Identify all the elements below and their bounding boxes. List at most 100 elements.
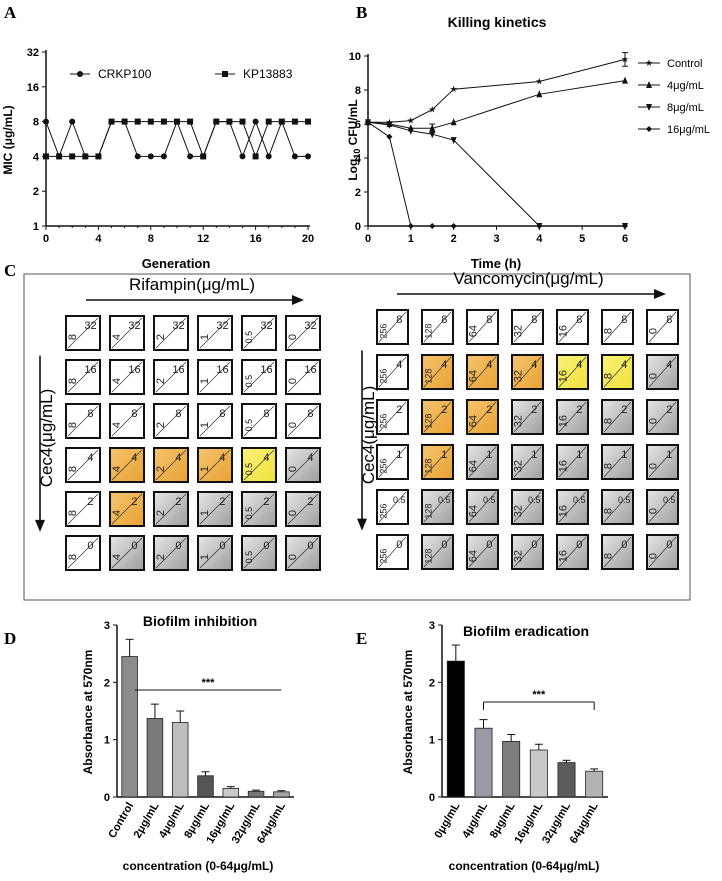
panel-letter-d: D [4,629,16,648]
checker-left-cell-diagonal [67,405,99,437]
panel-b-point [535,77,543,85]
checker-right-cell-col-value: 64 [467,550,479,562]
panel-b-series-line [367,121,625,227]
checker-left-cell-diagonal [67,493,99,525]
panel-b-legend-label: 4μg/mL [667,80,704,92]
panel-a-legend-label: KP13883 [243,67,293,81]
panel-a-point-CRKP100 [160,153,167,160]
checker-left-cell-col-value: 0.5 [244,507,254,520]
panel-d-ytick-label: 3 [104,620,110,632]
checker-left-cell-row-value: 16 [84,364,96,376]
checker-right-cell-row-value: 8 [531,314,537,326]
panel-a-point-CRKP100 [291,153,298,160]
checker-left-cell-row-value: 32 [128,320,140,332]
panel-b-point [429,124,436,132]
checker-right-cell-diagonal [423,491,452,523]
checker-left-cell-row-value: 8 [219,408,225,420]
panel-a-point-KP13883 [134,118,141,125]
panel-a-legend-label: CRKP100 [98,67,152,81]
checker-left-cell-col-value: 0 [287,510,299,516]
checker-left-cell-diagonal [199,317,231,349]
checker-left-cell-col-value: 1 [199,510,211,516]
checker-right-cell-col-value: 32 [512,370,524,382]
panel-a-point-CRKP100 [43,118,49,125]
panel-a-legend-marker [77,71,83,77]
checker-left-cell-row-value: 16 [260,364,272,376]
checker-left-cell-row-value: 16 [304,364,316,376]
checker-right-cell-diagonal [648,356,677,388]
panel-b-ytick-label: 4 [355,153,362,165]
checker-right-cell-col-value: 256 [378,414,388,429]
checker-left-cell-col-value: 4 [111,554,123,560]
panel-a-point-KP13883 [252,153,259,160]
checker-left-cell-col-value: 8 [67,378,79,384]
panel-d-bar [273,791,290,798]
panel-b-point [407,117,415,124]
checker-left-cell-row-value: 32 [216,320,228,332]
checker-left-cell-row-value: 8 [307,408,313,420]
checker-right-cell-row-value: 0 [441,539,447,551]
checker-right-cell-diagonal [558,356,587,388]
checker-right-cell-col-value: 64 [467,325,479,337]
panel-b-xtick-label: 5 [579,233,585,245]
checker-right-cell-col-value: 64 [467,505,479,517]
checker-right-cell-col-value: 256 [378,459,388,474]
panel-d-bar [222,788,240,798]
checker-left-cell-diagonal [287,361,319,393]
checker-left-cell-diagonal [243,361,275,393]
checker-left-cell-diagonal [199,493,231,525]
panel-a-point-CRKP100 [265,153,272,160]
panel-d-ytick-label: 0 [104,792,110,804]
panel-a-point-KP13883 [226,118,233,125]
checker-left-cell-row-value: 2 [307,496,313,508]
checker-left-cell-col-value: 8 [67,466,79,472]
panel-d-bar [197,775,214,798]
checker-right-cell-diagonal [378,356,407,388]
checker-left-cell-diagonal [243,449,275,481]
checker-right-cell-row-value: 0.5 [573,495,586,505]
panel-e-bar [502,740,521,798]
checker-right-cell-diagonal [648,446,677,478]
checker-left-cell-diagonal [111,405,143,437]
panel-b-point [407,127,414,135]
checker-right-cell-diagonal [378,491,407,523]
panel-a-ytick-label: 4 [33,151,40,163]
panel-a-ytick-label: 32 [27,47,39,59]
checker-right-cell-diagonal [423,356,452,388]
panel-b-point [386,133,393,140]
checker-right-cell-col-value: 8 [602,553,614,559]
panel-d-xlabel: concentration (0-64μg/mL) [123,859,274,873]
checker-left-cell-col-value: 4 [111,510,123,516]
panel-b-point [428,106,436,113]
checker-left-cell-col-value: 2 [155,510,167,516]
checker-right-cell-col-value: 64 [467,370,479,382]
panel-a-series-line-KP13883 [46,121,308,158]
panel-b-ytick-label: 0 [355,221,361,233]
checker-left-cell-diagonal [111,317,143,349]
checker-left-cell-col-value: 2 [155,554,167,560]
checker-left-cell-diagonal [155,405,187,437]
checker-right-cell-col-value: 16 [557,370,569,382]
checker-left-cell-col-value: 1 [199,554,211,560]
panel-b-point [450,137,457,145]
checker-left-cell-col-value: 2 [155,378,167,384]
checker-right-cell-col-value: 32 [512,325,524,337]
panel-b-ytick-label: 8 [355,85,361,97]
checker-right-cell-diagonal [423,446,452,478]
panel-d-ylabel: Absorbance at 570nm [81,650,95,775]
checker-left-cell-row-value: 2 [219,496,225,508]
checker-left-cell-row-value: 4 [219,452,225,464]
checker-right-cell-row-value: 1 [576,449,582,461]
checker-left-cell-row-value: 16 [172,364,184,376]
checker-left-cell-diagonal [287,449,319,481]
checker-left-cell-row-value: 2 [263,496,269,508]
checker-left-cell-diagonal [155,361,187,393]
checker-left-cell-diagonal [243,537,275,569]
panel-d-bar [247,790,265,798]
checker-right-cell-diagonal [603,491,632,523]
checker-left-cell-col-value: 0 [287,466,299,472]
checker-left-cell-col-value: 8 [67,554,79,560]
checker-right-cell-diagonal [603,401,632,433]
checker-right-cell-diagonal [513,356,542,388]
checker-left-cell-row-value: 32 [84,320,96,332]
